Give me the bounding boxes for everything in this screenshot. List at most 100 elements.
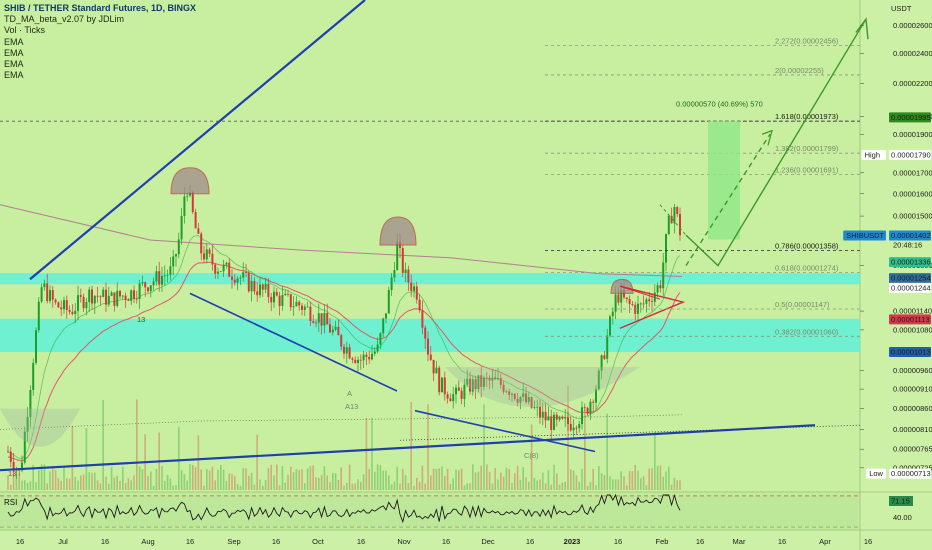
candle-body: [21, 462, 23, 471]
legend-indicator-ema-3[interactable]: EMA: [4, 59, 24, 70]
projection-arrow-head: [855, 17, 869, 40]
candle-body: [642, 303, 645, 305]
candle-body: [222, 264, 225, 272]
time-tick-label: Aug: [141, 537, 154, 546]
legend-title[interactable]: SHIB / TETHER Standard Futures, 1D, BING…: [4, 3, 197, 13]
candle-body: [228, 262, 231, 277]
candle-body: [116, 290, 119, 306]
candle: [284, 289, 287, 296]
volume-bar: [438, 468, 440, 490]
volume-bar: [306, 468, 309, 490]
candle-body: [43, 283, 46, 288]
legend-indicator-ema-2[interactable]: EMA: [4, 47, 24, 58]
volume-bar: [505, 467, 508, 490]
candle-body: [670, 215, 673, 224]
candle: [9, 447, 12, 468]
candle-body: [32, 362, 35, 390]
candle-body: [79, 295, 82, 297]
volume-bar: [292, 472, 295, 490]
volume-bar: [130, 480, 132, 490]
rsi-label[interactable]: RSI: [4, 498, 18, 507]
candle-body: [424, 327, 427, 339]
volume-bar: [88, 472, 90, 490]
time-tick-label: 16: [357, 537, 365, 546]
candle-body: [169, 266, 172, 275]
candle-body: [519, 396, 522, 403]
volume-bar: [550, 484, 552, 490]
candle-body: [413, 286, 415, 291]
volume-bar: [222, 469, 225, 490]
candle-body: [466, 378, 469, 385]
candle-body: [497, 378, 499, 380]
volume-bar: [357, 479, 359, 490]
price-tick-label: 0.00001900: [893, 130, 932, 139]
time-tick-label: Feb: [656, 537, 669, 546]
target-range-box: [708, 121, 740, 240]
volume-bar: [570, 469, 572, 490]
candle: [639, 302, 642, 313]
time-tick-label: 2023: [564, 537, 581, 546]
price-tick-label: 0.00001700: [893, 168, 932, 177]
price-tick-label: 0.00002200: [893, 79, 932, 88]
candle-body: [144, 282, 147, 288]
legend-indicator-td-ma[interactable]: TD_MA_beta_v2.07 by JDLim: [4, 14, 125, 25]
volume-bar: [102, 400, 104, 490]
time-tick-label: Nov: [397, 537, 411, 546]
candle-body: [469, 378, 471, 392]
rsi-band-fill: [0, 496, 860, 527]
volume-bar: [477, 471, 480, 490]
candle-body: [407, 269, 410, 283]
volume-bar: [592, 468, 594, 490]
candle: [172, 249, 175, 276]
volume-bar: [220, 464, 222, 490]
candle-body: [614, 294, 617, 312]
volume-bar: [57, 478, 60, 490]
volume-bar: [371, 417, 373, 490]
candle: [410, 274, 413, 297]
volume-bar: [522, 466, 524, 490]
volume-bar: [270, 464, 272, 490]
legend-indicator-ema-1[interactable]: EMA: [4, 36, 24, 47]
candle-body: [586, 407, 589, 414]
candle-body: [648, 299, 651, 302]
legend-indicator-ema-4[interactable]: EMA: [4, 70, 24, 81]
volume-bar: [85, 428, 88, 490]
volume-bar: [396, 466, 398, 490]
candle-body: [550, 416, 553, 430]
candle: [37, 297, 40, 333]
candle-body: [544, 411, 547, 421]
candle: [29, 385, 32, 427]
volume-bar: [561, 482, 564, 490]
candle: [581, 401, 583, 430]
volume-bar: [267, 468, 270, 490]
candle: [427, 331, 429, 362]
candle: [267, 278, 270, 303]
candle-body: [539, 406, 541, 418]
rounded-bottom-cup: [445, 367, 640, 407]
candle-body: [474, 379, 477, 390]
candle-body: [239, 277, 242, 279]
projection-dashed-entry: [659, 204, 687, 236]
candle-body: [247, 272, 250, 292]
candle-body: [326, 313, 329, 325]
price-pane: [0, 0, 860, 492]
time-tick-label: 16: [442, 537, 450, 546]
candle-body: [432, 359, 435, 374]
volume-bar: [52, 466, 54, 490]
volume-bar: [424, 483, 426, 490]
candle: [127, 298, 130, 301]
volume-bar: [348, 464, 351, 490]
candle-body: [494, 377, 497, 380]
candle-body: [231, 276, 233, 280]
price-tag-value: 0.00001402: [891, 231, 931, 240]
volume-bar: [595, 485, 597, 490]
candle-body: [233, 279, 236, 283]
volume-bar: [665, 471, 667, 490]
candle: [575, 425, 578, 435]
price-tag-value: 0.00001995: [891, 113, 931, 122]
candle-body: [130, 290, 133, 301]
candle-body: [46, 283, 49, 302]
legend-indicator-volume[interactable]: Vol · Ticks: [4, 25, 46, 36]
